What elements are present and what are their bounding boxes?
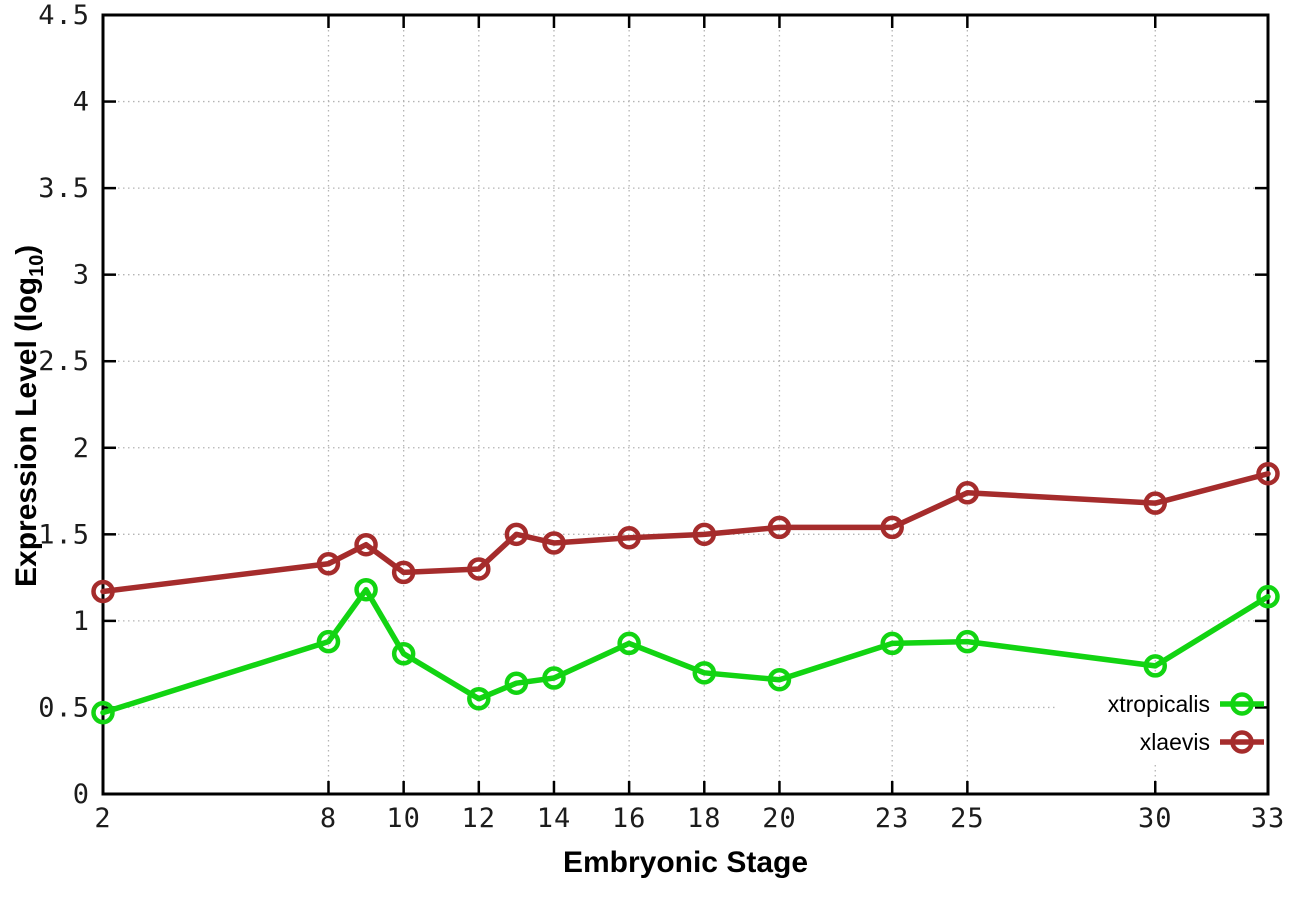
data-point-xlaevis-stage-18 <box>692 522 717 547</box>
y-tick-label: 4 <box>73 87 90 118</box>
data-point-xlaevis-stage-12 <box>467 557 491 581</box>
data-point-xtropicalis-stage-23 <box>880 631 904 656</box>
data-point-xlaevis-stage-25 <box>955 481 980 505</box>
x-tick-label: 18 <box>687 803 722 834</box>
x-tick-label: 12 <box>462 803 497 834</box>
y-tick-label: 3 <box>73 260 90 291</box>
x-axis-title: Embryonic Stage <box>563 846 808 879</box>
data-point-xtropicalis-stage-25 <box>955 629 980 654</box>
y-tick-label: 2.5 <box>38 346 90 377</box>
x-tick-label: 25 <box>950 803 985 834</box>
y-tick-label: 2 <box>73 433 90 464</box>
legend-label: xtropicalis <box>1108 691 1210 717</box>
y-axis-title: Expression Level (log10) <box>10 245 48 587</box>
legend-item-xtropicalis: xtropicalis <box>1108 691 1264 717</box>
legend-label: xlaevis <box>1140 729 1210 755</box>
x-tick-labels: 2 8 10 12 14 16 18 20 23 25 30 33 <box>94 803 1286 834</box>
x-tick-label: 33 <box>1251 803 1286 834</box>
data-point-xtropicalis-stage-10 <box>391 642 416 666</box>
x-tick-label: 30 <box>1138 803 1173 834</box>
y-tick-label: 1 <box>73 606 90 637</box>
data-point-xtropicalis-stage-30 <box>1143 654 1168 678</box>
data-point-xtropicalis-stage-9 <box>354 577 378 602</box>
axis-ticks <box>101 13 1270 796</box>
data-point-xtropicalis-stage-33 <box>1256 584 1280 609</box>
data-point-xlaevis-stage-9 <box>354 532 378 557</box>
data-point-xlaevis-stage-13 <box>504 522 529 547</box>
y-tick-labels: 0 0.5 1 1.5 2 2.5 3 3.5 4 4.5 <box>38 0 90 810</box>
data-point-xtropicalis-stage-8 <box>316 629 341 654</box>
legend-marker-icon <box>1230 730 1254 754</box>
legend-item-xlaevis: xlaevis <box>1140 729 1264 755</box>
data-point-xlaevis-stage-33 <box>1256 461 1280 486</box>
y-tick-label: 0 <box>73 779 90 810</box>
data-point-xtropicalis-stage-14 <box>542 666 566 690</box>
legend-backing <box>1056 680 1262 764</box>
y-tick-label: 1.5 <box>38 519 90 550</box>
series-markers-xtropicalis <box>91 577 1280 725</box>
y-tick-label: 4.5 <box>38 0 90 31</box>
series-line-xtropicalis <box>100 586 1271 716</box>
x-tick-label: 10 <box>386 803 421 834</box>
series-markers-xlaevis <box>91 461 1280 604</box>
data-point-xlaevis-stage-10 <box>391 560 416 585</box>
data-point-xlaevis-stage-20 <box>767 515 792 540</box>
data-point-xtropicalis-stage-16 <box>617 631 641 656</box>
data-point-xtropicalis-stage-2 <box>91 700 115 725</box>
data-point-xtropicalis-stage-12 <box>467 687 491 711</box>
plot-border <box>101 13 1270 796</box>
x-tick-label: 14 <box>537 803 572 834</box>
data-point-xlaevis-stage-14 <box>542 531 566 555</box>
x-tick-label: 16 <box>612 803 647 834</box>
data-point-xlaevis-stage-2 <box>91 579 115 604</box>
y-tick-label: 0.5 <box>38 692 90 723</box>
data-point-xtropicalis-stage-18 <box>692 661 717 685</box>
x-tick-label: 2 <box>94 803 111 834</box>
data-point-xlaevis-stage-23 <box>880 515 904 540</box>
x-tick-label: 23 <box>875 803 910 834</box>
data-point-xtropicalis-stage-20 <box>767 667 792 692</box>
y-tick-label: 3.5 <box>38 173 90 204</box>
data-point-xlaevis-stage-30 <box>1143 491 1168 515</box>
legend-marker-icon <box>1230 692 1254 716</box>
data-point-xtropicalis-stage-13 <box>504 671 529 695</box>
data-point-xlaevis-stage-16 <box>617 526 641 550</box>
x-tick-label: 8 <box>320 803 337 834</box>
legend: xtropicalis xlaevis <box>1108 691 1264 755</box>
x-tick-label: 20 <box>762 803 797 834</box>
data-point-xlaevis-stage-8 <box>316 552 341 576</box>
